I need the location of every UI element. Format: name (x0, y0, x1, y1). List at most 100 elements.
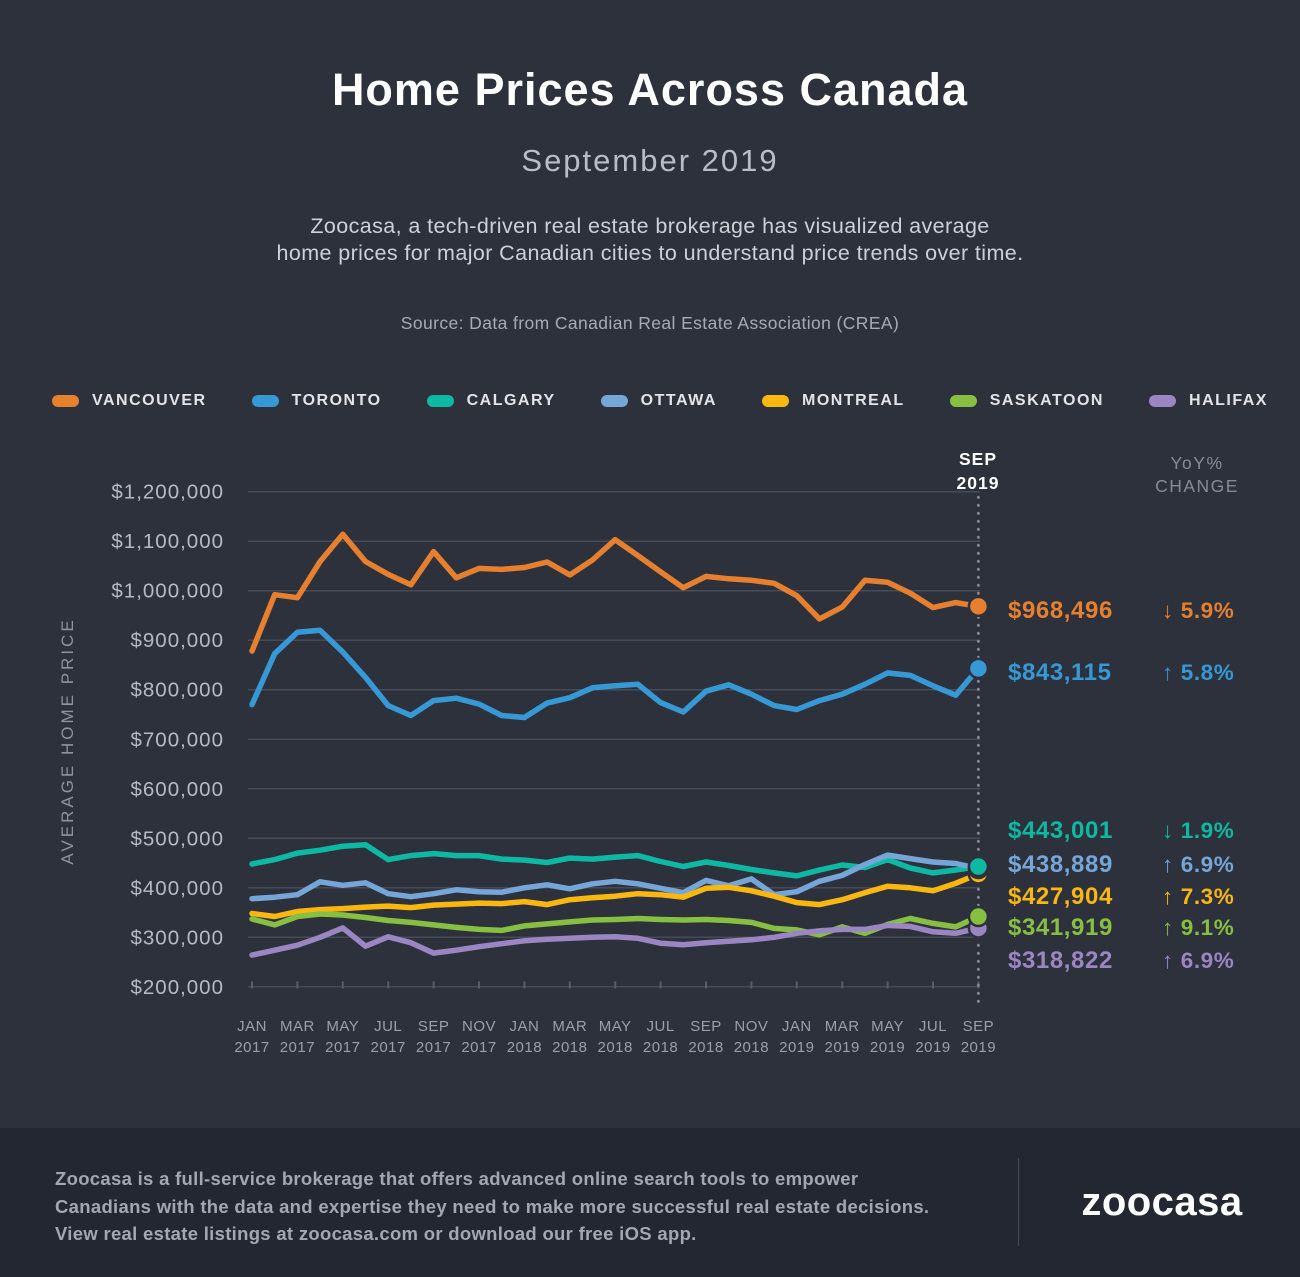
legend-label: HALIFAX (1189, 392, 1268, 409)
series-line-halifax (249, 922, 982, 958)
legend-swatch-vancouver (52, 395, 79, 407)
x-tick-year: 2019 (870, 1039, 905, 1056)
yoy-header-line-1: YoY% (1170, 453, 1224, 473)
x-tick-year: 2018 (598, 1039, 633, 1056)
legend-label: SASKATOON (989, 392, 1104, 409)
end-value-row-calgary: $443,001 ↓ 1.9% (0, 817, 1300, 847)
source-note: Source: Data from Canadian Real Estate A… (400, 313, 900, 333)
description-line-1: Zoocasa, a tech-driven real estate broke… (310, 214, 990, 238)
x-tick-label: JAN (782, 1018, 812, 1035)
end-value-ottawa: $438,889 (1008, 851, 1113, 878)
x-tick-label: MAR (552, 1018, 587, 1035)
legend-swatch-halifax (1149, 395, 1177, 407)
y-tick-label: $900,000 (130, 629, 224, 652)
x-tick-label: NOV (462, 1018, 496, 1035)
end-value-calgary: $443,001 (1008, 817, 1113, 844)
current-month-annotation: SEP 2019 (918, 447, 1038, 495)
end-value-row-toronto: $843,115 ↑ 5.8% (0, 659, 1300, 689)
x-tick-label: MAY (871, 1018, 904, 1035)
legend-item-ottawa: OTTAWA (600, 392, 717, 410)
footer-line-1: Zoocasa is a full-service brokerage that… (55, 1168, 859, 1189)
series-line-ottawa (249, 852, 982, 902)
x-tick-year: 2017 (234, 1039, 269, 1056)
footer-line-2: Canadians with the data and expertise th… (55, 1195, 930, 1217)
y-tick-label: $400,000 (130, 877, 224, 900)
end-value-halifax: $318,822 (1008, 947, 1113, 974)
yoy-change-vancouver: ↓ 5.9% (1162, 598, 1235, 623)
y-tick-label: $1,200,000 (111, 481, 224, 504)
legend-item-halifax: HALIFAX (1149, 392, 1268, 410)
x-tick-year: 2017 (416, 1039, 451, 1056)
end-value-row-halifax: $318,822 ↑ 6.9% (0, 947, 1300, 977)
y-tick-label: $600,000 (130, 778, 224, 801)
x-tick-year: 2017 (371, 1039, 406, 1056)
footer: Zoocasa is a full-service brokerage that… (0, 1128, 1300, 1277)
yoy-change-halifax: ↑ 6.9% (1162, 948, 1235, 973)
legend-label: OTTAWA (640, 392, 717, 409)
description-line-2: home prices for major Canadian cities to… (276, 241, 1024, 265)
legend-label: VANCOUVER (92, 392, 207, 409)
legend-label: CALGARY (466, 392, 556, 409)
y-tick-label: $200,000 (130, 976, 224, 999)
x-tick-year: 2017 (280, 1039, 315, 1056)
end-value-toronto: $843,115 (1008, 659, 1112, 686)
footer-text: Zoocasa is a full-service brokerage that… (55, 1165, 975, 1248)
x-tick-label: JUL (374, 1018, 402, 1035)
x-tick-year: 2017 (325, 1039, 360, 1056)
x-tick-label: SEP (418, 1018, 450, 1035)
legend-item-calgary: CALGARY (426, 392, 556, 410)
x-tick-year: 2018 (688, 1039, 723, 1056)
yoy-column-header: YoY% CHANGE (1137, 452, 1257, 498)
page-subtitle: September 2019 (521, 143, 779, 178)
x-tick-year: 2017 (461, 1039, 496, 1056)
footer-divider (1018, 1158, 1019, 1246)
end-value-saskatoon: $341,919 (1008, 914, 1113, 941)
end-value-row-vancouver: $968,496 ↓ 5.9% (0, 597, 1300, 627)
end-value-montreal: $427,904 (1008, 883, 1113, 910)
yoy-header-line-2: CHANGE (1155, 476, 1239, 496)
zoocasa-logo: zoocasa (1081, 1180, 1243, 1224)
x-tick-label: SEP (963, 1018, 995, 1035)
x-tick-label: MAY (326, 1018, 359, 1035)
x-tick-year: 2019 (915, 1039, 950, 1056)
x-tick-year: 2019 (779, 1039, 814, 1056)
legend-swatch-montreal (761, 395, 789, 407)
x-tick-label: JUL (919, 1018, 947, 1035)
end-value-row-montreal: $427,904 ↑ 7.3% (0, 883, 1300, 913)
page-title: Home Prices Across Canada (331, 64, 969, 115)
x-tick-year: 2019 (825, 1039, 860, 1056)
end-value-row-ottawa: $438,889 ↑ 6.9% (0, 851, 1300, 881)
legend-label: MONTREAL (801, 392, 905, 409)
series-line-montreal (249, 871, 982, 920)
x-tick-year: 2018 (643, 1039, 678, 1056)
y-tick-label: $800,000 (130, 679, 224, 702)
legend-swatch-toronto (251, 395, 279, 407)
series-line-toronto (249, 627, 982, 721)
x-tick-year: 2018 (734, 1039, 769, 1056)
x-tick-label: MAR (825, 1018, 860, 1035)
end-dot-calgary (967, 855, 990, 878)
current-month-line-1: SEP (958, 449, 998, 469)
yoy-change-ottawa: ↑ 6.9% (1162, 852, 1235, 877)
x-tick-label: MAY (599, 1018, 632, 1035)
end-dot-vancouver (967, 595, 990, 618)
legend-item-montreal: MONTREAL (761, 392, 905, 410)
end-value-vancouver: $968,496 (1008, 597, 1113, 624)
legend-item-vancouver: VANCOUVER (52, 392, 207, 410)
yoy-change-montreal: ↑ 7.3% (1162, 884, 1235, 909)
x-tick-label: SEP (690, 1018, 722, 1035)
legend-swatch-ottawa (600, 395, 628, 407)
current-month-line-2: 2019 (956, 473, 1000, 493)
x-tick-label: JAN (509, 1018, 539, 1035)
x-tick-year: 2018 (552, 1039, 587, 1056)
legend: VANCOUVER TORONTO CALGARY OTTAWA MONTREAL SAS… (52, 392, 1268, 410)
x-tick-label: MAR (280, 1018, 315, 1035)
page-description: Zoocasa, a tech-driven real estate broke… (0, 213, 1300, 267)
legend-item-saskatoon: SASKATOON (949, 392, 1104, 410)
end-value-row-saskatoon: $341,919 ↑ 9.1% (0, 914, 1300, 944)
legend-swatch-calgary (426, 395, 454, 407)
x-tick-year: 2019 (961, 1039, 996, 1056)
yoy-change-calgary: ↓ 1.9% (1162, 818, 1235, 843)
